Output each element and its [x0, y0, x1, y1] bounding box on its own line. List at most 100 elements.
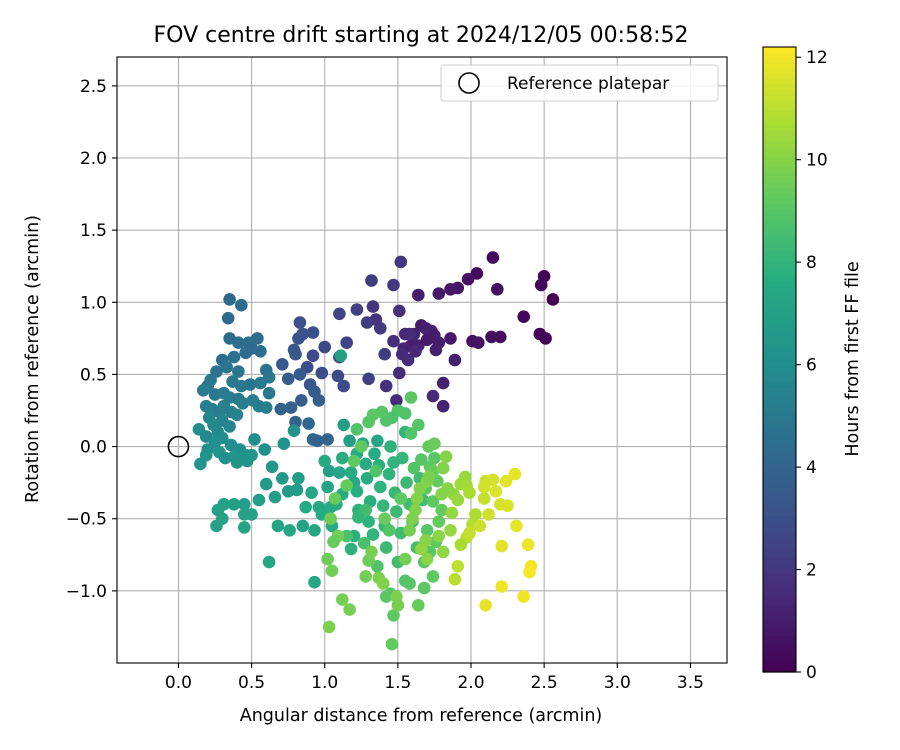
data-point: [281, 372, 295, 386]
data-point: [366, 528, 380, 541]
data-point: [271, 519, 285, 533]
data-point: [322, 620, 336, 634]
colorbar-segment: [763, 369, 796, 376]
data-point: [479, 599, 492, 612]
data-point: [340, 529, 354, 543]
data-point: [293, 316, 307, 329]
colorbar-tick-label: 0: [806, 663, 817, 683]
data-point: [393, 366, 406, 380]
colorbar-segment: [763, 109, 796, 116]
data-point: [451, 493, 465, 507]
data-point: [226, 375, 239, 388]
colorbar-segment: [763, 161, 796, 168]
colorbar-segment: [763, 583, 796, 590]
data-point: [259, 401, 273, 414]
legend-box: [440, 64, 719, 102]
colorbar-segment: [763, 448, 796, 454]
data-point: [287, 424, 301, 438]
colorbar-segment: [763, 218, 796, 225]
data-point: [262, 386, 276, 400]
colorbar-segment: [763, 625, 796, 631]
data-point: [362, 415, 375, 429]
colorbar-segment: [763, 270, 796, 277]
colorbar-segment: [763, 276, 796, 282]
data-point: [404, 391, 418, 404]
colorbar-segment: [763, 187, 796, 194]
colorbar-segment: [763, 541, 796, 548]
data-point: [391, 599, 405, 612]
data-point: [360, 472, 374, 485]
data-point: [220, 360, 233, 374]
colorbar-segment: [763, 229, 796, 236]
data-point: [248, 433, 261, 446]
data-point: [378, 347, 392, 361]
data-point: [227, 350, 241, 364]
colorbar-segment: [763, 489, 796, 496]
data-point: [428, 437, 441, 451]
y-tick-label: 0.5: [80, 365, 107, 385]
data-point: [432, 287, 446, 300]
data-point: [305, 486, 318, 500]
data-point: [238, 521, 251, 534]
colorbar-segment: [763, 244, 796, 251]
colorbar-segment: [763, 557, 796, 564]
colorbar-segment: [763, 130, 796, 137]
data-point: [426, 570, 440, 583]
data-point: [394, 255, 408, 269]
colorbar-segment: [763, 286, 796, 293]
colorbar-segment: [763, 203, 796, 210]
colorbar-segment: [763, 619, 796, 626]
data-point: [432, 529, 446, 543]
x-tick-label: 2.5: [531, 673, 558, 693]
data-point: [378, 512, 392, 525]
colorbar-segment: [763, 83, 796, 90]
data-point: [384, 440, 397, 453]
data-point: [321, 480, 334, 494]
data-point: [374, 480, 387, 494]
data-point: [379, 541, 393, 554]
data-point: [444, 332, 457, 345]
y-tick-label: 0.0: [80, 438, 107, 458]
data-point: [495, 580, 509, 593]
data-point: [311, 434, 324, 448]
data-point: [296, 519, 310, 533]
colorbar-segment: [763, 135, 796, 142]
axes-frame: [116, 56, 728, 664]
data-point: [448, 353, 462, 367]
data-point: [420, 524, 434, 537]
data-point: [539, 332, 552, 345]
data-point: [321, 552, 334, 566]
data-point: [403, 577, 416, 590]
colorbar-segment: [763, 328, 796, 335]
colorbar-segment: [763, 635, 796, 642]
colorbar-segment: [763, 593, 796, 600]
reference-marker: [167, 435, 190, 458]
y-tick-label: −0.5: [66, 510, 107, 530]
data-point: [369, 464, 383, 478]
data-point: [368, 447, 381, 461]
data-point: [277, 437, 291, 451]
data-point: [362, 372, 375, 386]
data-point: [362, 515, 375, 528]
data-point: [376, 577, 390, 590]
colorbar-segment: [763, 526, 796, 532]
colorbar-segment: [763, 260, 796, 267]
y-tick-label: 1.5: [80, 221, 107, 241]
data-point: [357, 536, 371, 550]
colorbar-segment: [763, 458, 796, 465]
data-point: [428, 451, 441, 465]
colorbar-segment: [763, 494, 796, 501]
colorbar-tick-label: 6: [806, 356, 817, 376]
colorbar-segment: [763, 401, 796, 407]
data-point: [521, 538, 535, 551]
data-point: [360, 316, 374, 329]
colorbar-frame: [762, 46, 797, 673]
data-point: [486, 473, 500, 487]
data-point: [239, 346, 252, 360]
colorbar-segment: [763, 578, 796, 585]
colorbar-segment: [763, 52, 796, 59]
colorbar-segment: [763, 547, 796, 553]
colorbar-segment: [763, 156, 796, 163]
data-point: [223, 420, 236, 433]
colorbar-segment: [763, 422, 796, 428]
